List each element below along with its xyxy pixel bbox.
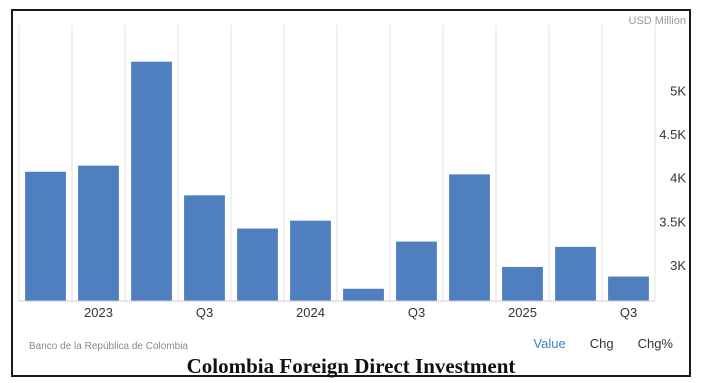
bar [131, 61, 172, 301]
bar [502, 266, 543, 301]
y-tick-label: 4.5K [659, 127, 686, 142]
view-tabs: Value Chg Chg% [533, 336, 673, 351]
chart-caption: Colombia Foreign Direct Investment [186, 354, 516, 378]
bar [343, 288, 384, 301]
chart-frame: 2023 Q3 2024 Q3 2025 Q3 3K 3.5K 4K 4.5K 5K USD Mill… [11, 9, 691, 378]
bar [555, 246, 596, 301]
x-tick-label: 2025 [508, 305, 537, 320]
bar [184, 195, 225, 301]
tab-chg[interactable]: Chg [589, 336, 614, 351]
bar [78, 165, 119, 301]
y-tick-label: 3K [670, 258, 686, 273]
x-tick-label: Q3 [408, 305, 425, 320]
y-tick-label: 3.5K [659, 214, 686, 229]
y-tick-label: 4K [670, 171, 686, 186]
x-tick-label: 2024 [296, 305, 325, 320]
x-tick-label: Q3 [620, 305, 637, 320]
bar [290, 220, 331, 301]
bar [449, 174, 490, 301]
bar [396, 241, 437, 301]
x-tick-label: 2023 [84, 305, 113, 320]
bar [237, 228, 278, 301]
x-tick-label: Q3 [196, 305, 213, 320]
bar [608, 276, 649, 301]
tab-chg-percent[interactable]: Chg% [637, 336, 673, 351]
source-label: Banco de la República de Colombia [29, 341, 188, 352]
y-tick-label: 5K [670, 83, 686, 98]
bar-chart: 2023 Q3 2024 Q3 2025 Q3 3K 3.5K 4K 4.5K 5K USD Mill… [18, 15, 686, 320]
tab-value[interactable]: Value [533, 336, 566, 351]
bar [25, 171, 66, 301]
unit-label: USD Million [629, 15, 686, 27]
